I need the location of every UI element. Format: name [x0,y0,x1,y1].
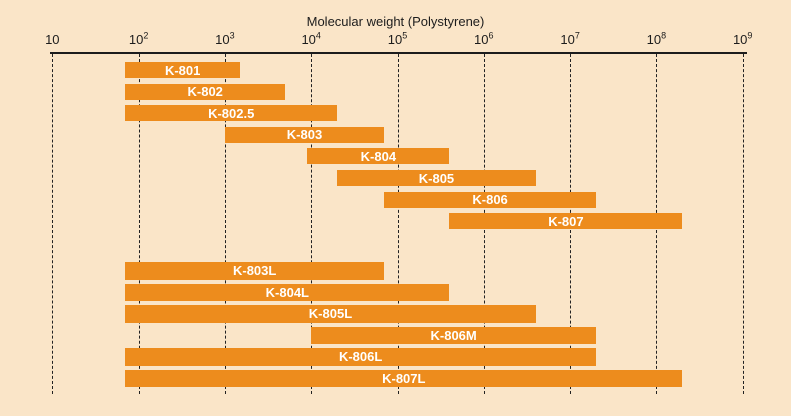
mw-range-bar-k-803l: K-803L [125,262,385,280]
x-axis-tick-label: 105 [387,30,408,47]
bar-label: K-804 [360,148,397,164]
bar-label: K-804L [265,284,309,300]
x-axis-tick-label: 10 [45,32,60,47]
bar-label: K-807 [548,213,584,229]
mw-range-bar-k-805l: K-805L [125,305,536,323]
bar-label: K-802.5 [208,105,255,121]
mw-range-bar-k-806: K-806 [384,191,597,208]
x-axis-tick-label: 102 [128,30,149,47]
mw-range-bar-k-803: K-803 [224,126,385,143]
decade-gridline [138,54,140,394]
mw-range-bar-k-804l: K-804L [125,283,450,301]
decade-gridline [52,54,54,394]
x-axis-tick-label: 106 [474,30,494,47]
bar-label: K-806 [472,192,508,208]
x-axis-line [50,52,747,54]
mw-range-bar-k-802: K-802 [125,83,286,100]
bar-label: K-806M [430,327,477,343]
x-axis-tick-label: 109 [732,30,753,47]
decade-gridline [397,54,399,394]
bar-label: K-807L [382,370,426,386]
bar-label: K-803 [286,127,323,143]
bar-label: K-805L [308,306,353,322]
bar-label: K-806L [338,349,383,365]
x-axis-tick-label: 107 [560,30,580,47]
x-axis-tick-label: 103 [215,30,235,47]
bar-label: K-802 [187,84,223,100]
bar-label: K-801 [164,62,201,78]
mw-range-bar-k-807l: K-807L [125,369,683,387]
bar-label: K-805 [418,170,455,186]
mw-range-bar-k-806l: K-806L [125,348,597,366]
decade-gridline [311,54,313,394]
mw-range-bar-k-804: K-804 [307,148,450,165]
bar-label: K-803L [232,263,277,279]
mw-range-bar-k-806m: K-806M [311,326,597,344]
x-axis-tick-label: 104 [301,30,321,47]
mw-range-bar-k-807: K-807 [449,213,683,230]
chart-title: Molecular weight (Polystyrene) [306,14,485,29]
mw-range-bar-k-801: K-801 [125,62,241,78]
decade-gridline [742,54,744,394]
mw-range-bar-k-802.5: K-802.5 [125,105,338,122]
decade-gridline [224,54,226,394]
x-axis-tick-label: 108 [646,30,667,47]
mw-range-bar-k-805: K-805 [337,170,536,186]
